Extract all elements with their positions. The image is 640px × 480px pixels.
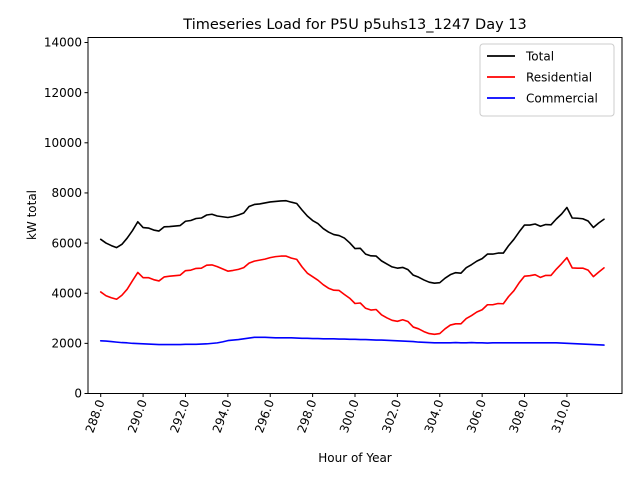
series-line-commercial: [99, 336, 605, 346]
y-tick-label: 12000: [44, 86, 82, 100]
legend-label-commercial: Commercial: [526, 91, 598, 105]
chart-title: Timeseries Load for P5U p5uhs13_1247 Day…: [182, 17, 526, 33]
y-axis-label: kW total: [25, 190, 39, 240]
y-tick-label: 14000: [44, 36, 82, 50]
y-tick-label: 2000: [51, 337, 82, 351]
legend-label-total: Total: [525, 49, 554, 63]
y-tick-label: 4000: [51, 286, 82, 300]
x-axis-label: Hour of Year: [318, 451, 392, 465]
legend: Total Residential Commercial: [479, 43, 615, 117]
series-line-residential: [99, 255, 605, 336]
plot-frame: [87, 37, 623, 394]
y-tick-label: 6000: [51, 236, 82, 250]
y-axis-ticks: 0 2000 4000 6000 8000 10000 12000 14000: [44, 36, 88, 401]
series-line-total: [99, 199, 605, 284]
legend-label-residential: Residential: [526, 70, 592, 84]
plot-lines: [99, 199, 605, 346]
y-tick-label: 10000: [44, 136, 82, 150]
y-tick-label: 8000: [51, 186, 82, 200]
y-tick-label: 0: [74, 387, 82, 401]
